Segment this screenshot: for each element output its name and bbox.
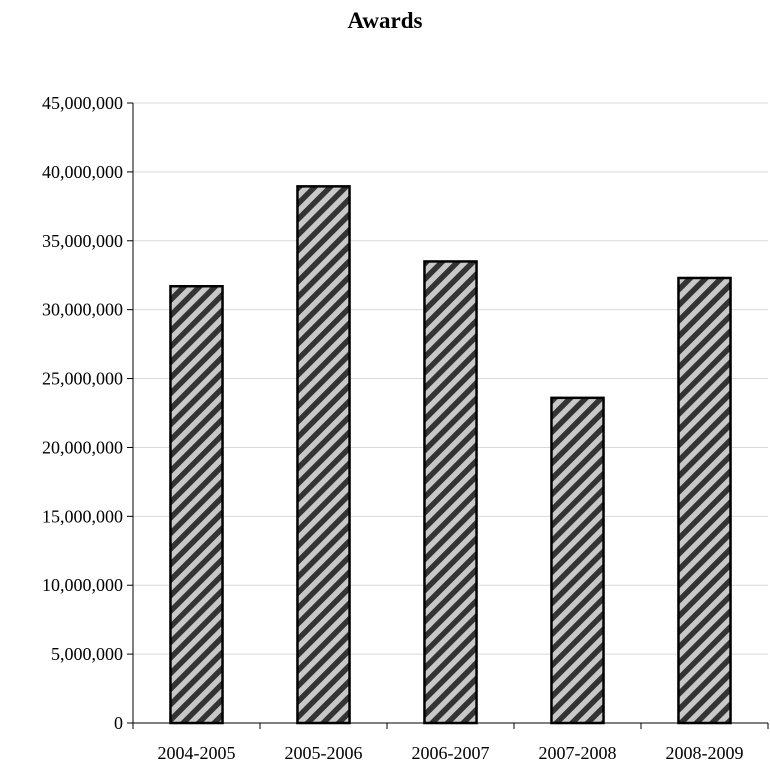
bar-2006-2007 (423, 260, 478, 725)
y-tick-label: 45,000,000 (42, 93, 123, 113)
bar-2005-2006 (296, 185, 351, 725)
bar-2008-2009 (677, 276, 732, 725)
y-tick-label: 40,000,000 (42, 162, 123, 182)
x-tick-label: 2007-2008 (539, 743, 617, 763)
y-tick-label: 30,000,000 (42, 300, 123, 320)
chart-title: Awards (347, 8, 423, 33)
y-tick-label: 10,000,000 (42, 575, 123, 595)
y-tick-label: 35,000,000 (42, 231, 123, 251)
y-tick-label: 25,000,000 (42, 369, 123, 389)
y-tick-label: 0 (114, 713, 123, 733)
y-tick-label: 20,000,000 (42, 437, 123, 457)
bar-2007-2008 (550, 396, 605, 725)
bar-2004-2005 (169, 284, 224, 725)
x-tick-label: 2005-2006 (285, 743, 363, 763)
bars (169, 185, 732, 725)
y-tick-label: 5,000,000 (51, 644, 123, 664)
x-tick-label: 2006-2007 (412, 743, 490, 763)
x-tick-label: 2004-2005 (158, 743, 236, 763)
x-tick-label: 2008-2009 (666, 743, 744, 763)
tick-labels: 0 5,000,000 10,000,000 15,000,000 20,000,000… (42, 93, 744, 763)
y-tick-label: 15,000,000 (42, 506, 123, 526)
